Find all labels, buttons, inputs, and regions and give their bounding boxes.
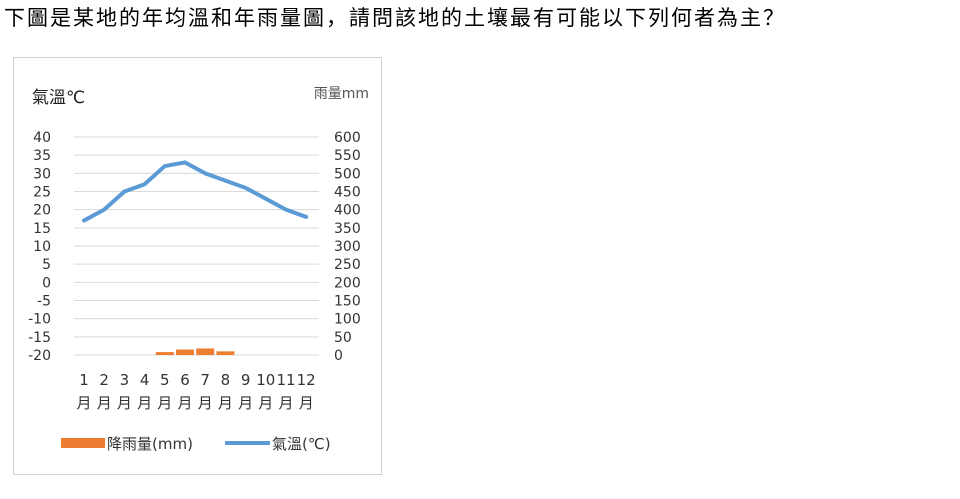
- temperature-series-line: [82, 160, 309, 223]
- x-tick-label: 4: [140, 371, 150, 389]
- axes: 氣溫℃ 雨量mm4035302520151050-5-10-15-20600550…: [28, 86, 369, 412]
- right-tick-label: 500: [334, 166, 361, 182]
- legend: 降雨量(mm) 氣溫(℃): [61, 435, 331, 453]
- question-text: 下圖是某地的年均溫和年雨量圖，請問該地的土壤最有可能以下列何者為主？: [4, 6, 786, 30]
- x-tick-label-unit: 月: [238, 394, 253, 412]
- rainfall-bar: [216, 351, 235, 355]
- legend-swatch-rainfall: [61, 438, 105, 448]
- temperature-point: [305, 216, 307, 218]
- temperature-point: [83, 220, 85, 222]
- left-tick-label: 40: [33, 130, 51, 146]
- right-tick-label: 450: [334, 185, 361, 201]
- right-tick-label: 600: [334, 130, 361, 146]
- x-tick-label: 1: [79, 371, 89, 389]
- x-tick-label: 6: [180, 371, 190, 389]
- rainfall-bars: [155, 348, 235, 355]
- x-tick-label-unit: 月: [218, 394, 233, 412]
- x-tick-label: 12: [297, 371, 316, 389]
- legend-label-rainfall: 降雨量(mm): [107, 435, 193, 453]
- x-tick-label: 7: [200, 371, 210, 389]
- x-tick-label-unit: 月: [117, 394, 132, 412]
- left-tick-label: 0: [42, 275, 51, 291]
- x-tick-label-unit: 月: [198, 394, 213, 412]
- left-tick-label: 15: [33, 221, 51, 237]
- x-tick-label: 5: [160, 371, 170, 389]
- left-tick-label: -20: [28, 348, 51, 364]
- right-tick-label: 100: [334, 312, 361, 328]
- x-tick-label: 10: [256, 371, 275, 389]
- temperature-point: [184, 161, 186, 163]
- legend-label-temperature: 氣溫(℃): [272, 435, 331, 453]
- x-tick-label-unit: 月: [278, 394, 293, 412]
- climate-chart: 氣溫℃ 雨量mm 40 35 30 25 20 15 10 5 0 -5 -10 -15 -20 600 550…: [13, 57, 382, 475]
- temperature-line: [82, 160, 309, 223]
- right-tick-label: 50: [334, 330, 352, 346]
- right-tick-label: 300: [334, 239, 361, 255]
- temperature-point: [245, 187, 247, 189]
- temperature-point: [285, 209, 287, 211]
- x-tick-label: 2: [99, 371, 109, 389]
- x-tick-label-unit: 月: [177, 394, 192, 412]
- rainfall-bar: [155, 352, 174, 355]
- temperature-point: [144, 183, 146, 185]
- x-tick-label: 11: [276, 371, 295, 389]
- right-tick-label: 150: [334, 294, 361, 310]
- right-tick-label: 0: [334, 348, 343, 364]
- right-tick-label: 400: [334, 203, 361, 219]
- x-tick-label-unit: 月: [157, 394, 172, 412]
- chart-svg: 氣溫℃ 雨量mm4035302520151050-5-10-15-20600550…: [28, 86, 369, 453]
- left-tick-label: -5: [37, 294, 51, 310]
- x-tick-label-unit: 月: [76, 394, 91, 412]
- temperature-point: [224, 180, 226, 182]
- right-tick-label: 200: [334, 275, 361, 291]
- left-axis-title: 氣溫℃: [32, 88, 85, 108]
- left-tick-label: 20: [33, 203, 51, 219]
- left-tick-label: 35: [33, 148, 51, 164]
- left-tick-label: 25: [33, 185, 51, 201]
- temperature-point: [103, 209, 105, 211]
- left-tick-label: 10: [33, 239, 51, 255]
- x-tick-label-unit: 月: [97, 394, 112, 412]
- x-tick-label-unit: 月: [299, 394, 314, 412]
- temperature-point: [123, 191, 125, 192]
- x-tick-label-unit: 月: [137, 394, 152, 412]
- right-tick-label: 350: [334, 221, 361, 237]
- x-tick-label: 3: [120, 371, 130, 389]
- rainfall-bar: [196, 348, 215, 355]
- temperature-point: [164, 165, 166, 167]
- x-tick-label: 8: [221, 371, 231, 389]
- temperature-point: [265, 198, 267, 200]
- left-tick-label: -10: [28, 312, 51, 328]
- x-tick-label: 9: [241, 371, 251, 389]
- temperature-point: [204, 172, 206, 174]
- rainfall-bar: [176, 349, 194, 355]
- left-tick-label: 5: [42, 257, 51, 273]
- right-tick-label: 550: [334, 148, 361, 164]
- x-tick-label-unit: 月: [258, 394, 273, 412]
- right-axis-title: 雨量mm: [314, 86, 369, 102]
- right-tick-label: 250: [334, 257, 361, 273]
- left-tick-label: -15: [28, 330, 51, 346]
- left-tick-label: 30: [33, 166, 51, 182]
